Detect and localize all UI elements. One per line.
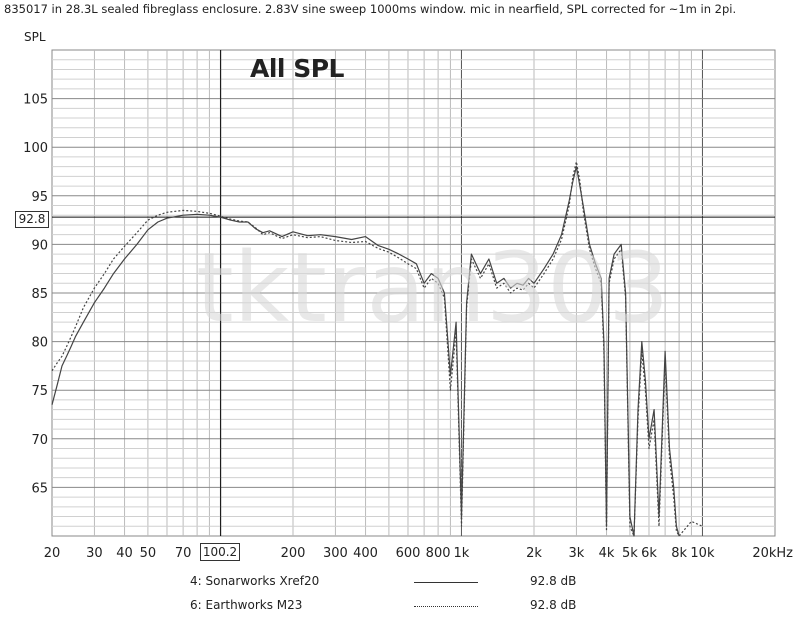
legend-series-name: 4: Sonarworks Xref20	[190, 574, 320, 588]
y-tick-label: 100	[23, 141, 48, 156]
chart-title: All SPL	[250, 54, 344, 83]
x-tick-label: 8k	[671, 546, 687, 561]
x-tick-label: 4k	[599, 546, 615, 561]
x-tick-label: 200	[281, 546, 306, 561]
x-tick-label: 5k	[622, 546, 638, 561]
y-axis-label: SPL	[24, 30, 46, 44]
x-tick-label: 2k	[526, 546, 542, 561]
legend-dotted-line-swatch	[414, 606, 478, 607]
y-tick-label: 90	[31, 238, 48, 253]
x-tick-label: 20	[44, 546, 61, 561]
y-tick-label: 105	[23, 93, 48, 108]
x-tick-label: 3k	[569, 546, 585, 561]
legend-solid-line-swatch	[414, 582, 478, 583]
legend-series-name: 6: Earthworks M23	[190, 598, 303, 612]
x-tick-label: 800	[426, 546, 451, 561]
chart-caption: 835017 in 28.3L sealed fibreglass enclos…	[4, 2, 737, 16]
y-tick-label: 95	[31, 190, 48, 205]
y-tick-label: 75	[31, 384, 48, 399]
x-tick-label: 6k	[641, 546, 657, 561]
x-tick-label: 50	[140, 546, 157, 561]
series-line-2	[51, 161, 703, 537]
x-tick-label: 1k	[454, 546, 470, 561]
x-tick-label: 400	[353, 546, 378, 561]
y-tick-label: 80	[31, 336, 48, 351]
series-line-1	[51, 166, 680, 537]
x-tick-label: 10k	[690, 546, 715, 561]
y-tick-label: 70	[31, 433, 48, 448]
cursor-x-readout: 100.2	[200, 543, 240, 561]
legend-series-value: 92.8 dB	[530, 574, 577, 588]
x-tick-label: 40	[116, 546, 133, 561]
y-tick-label: 85	[31, 287, 48, 302]
x-tick-label: 600	[396, 546, 421, 561]
x-tick-label: 20kHz	[752, 546, 793, 561]
y-tick-label: 65	[31, 481, 48, 496]
x-tick-label: 300	[323, 546, 348, 561]
plot-area: 65 70 75 80 85 90 95 100 105 20 30 40 50 70 200 300 400 6…	[23, 49, 793, 561]
legend-series-value: 92.8 dB	[530, 598, 577, 612]
x-tick-label: 70	[175, 546, 192, 561]
cursor-y-readout: 92.8	[15, 211, 49, 228]
x-tick-label: 30	[86, 546, 103, 561]
